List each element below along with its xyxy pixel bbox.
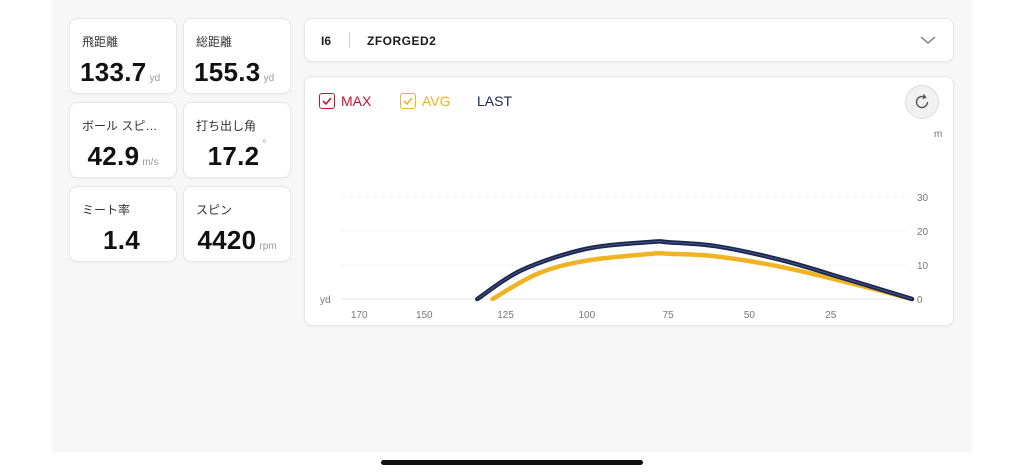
legend-label-max: MAX bbox=[341, 93, 372, 109]
stat-card-ball-speed: ボール スピ… 42.9 m/s bbox=[69, 102, 177, 178]
stat-value-row: 4420 rpm bbox=[184, 225, 290, 256]
x-tick-label: 125 bbox=[497, 310, 514, 321]
app-screen: 飛距離 133.7 yd 総距離 155.3 yd ボール スピ… 42.9 m/s … bbox=[52, 0, 972, 452]
stat-value: 1.4 bbox=[102, 225, 141, 255]
legend-last[interactable]: LAST bbox=[477, 93, 512, 109]
stat-card-launch-angle: 打ち出し角 17.2 ° bbox=[183, 102, 291, 178]
stat-card-smash-factor: ミート率 1.4 bbox=[69, 186, 177, 262]
home-indicator[interactable] bbox=[381, 460, 643, 465]
stat-unit: yd bbox=[263, 73, 275, 84]
stat-value: 133.7 bbox=[80, 57, 147, 87]
stat-label: 飛距離 bbox=[82, 35, 119, 49]
stat-value: 155.3 bbox=[194, 57, 261, 87]
stat-value: 4420 bbox=[197, 225, 257, 255]
y-tick-label: 0 bbox=[917, 295, 923, 306]
series-line-avg bbox=[490, 250, 915, 302]
checkbox-max[interactable] bbox=[319, 93, 335, 109]
stat-unit: rpm bbox=[259, 241, 277, 252]
stat-label: 打ち出し角 bbox=[196, 119, 257, 133]
y-axis-label: m bbox=[934, 129, 942, 140]
stat-card-spin: スピン 4420 rpm bbox=[183, 186, 291, 262]
x-tick-label: 150 bbox=[416, 310, 433, 321]
club-divider bbox=[349, 32, 350, 48]
y-tick-label: 30 bbox=[917, 193, 929, 204]
stat-value-row: 155.3 yd bbox=[184, 57, 290, 88]
checkbox-avg[interactable] bbox=[400, 93, 416, 109]
x-axis-label: yd bbox=[320, 295, 331, 306]
legend-avg[interactable]: AVG bbox=[400, 93, 451, 109]
chevron-down-icon bbox=[920, 36, 936, 44]
stat-unit: m/s bbox=[142, 157, 159, 168]
stat-card-carry: 飛距離 133.7 yd bbox=[69, 18, 177, 94]
trajectory-plot: 0 10 20 30 m yd 170 150 125 100 75 50 25 bbox=[320, 129, 942, 321]
refresh-button[interactable] bbox=[905, 85, 939, 119]
x-tick-label: 75 bbox=[663, 310, 675, 321]
series-line-max-highlight bbox=[476, 240, 913, 300]
stat-label: ボール スピ… bbox=[82, 119, 158, 133]
stat-card-total: 総距離 155.3 yd bbox=[183, 18, 291, 94]
club-number: I6 bbox=[321, 34, 332, 48]
stat-value: 17.2 bbox=[207, 141, 260, 171]
check-icon bbox=[322, 97, 332, 106]
check-icon bbox=[403, 97, 413, 106]
y-tick-label: 10 bbox=[917, 261, 929, 272]
x-tick-label: 100 bbox=[579, 310, 596, 321]
stat-label: スピン bbox=[196, 203, 233, 217]
stat-unit: ° bbox=[262, 139, 267, 150]
stat-value-row: 42.9 m/s bbox=[70, 141, 176, 172]
club-selector[interactable]: I6 ZFORGED2 bbox=[304, 18, 954, 62]
x-tick-label: 170 bbox=[351, 310, 368, 321]
club-name: ZFORGED2 bbox=[367, 34, 437, 48]
stat-value-row: 17.2 ° bbox=[184, 139, 290, 172]
refresh-icon bbox=[915, 94, 929, 109]
stat-unit: yd bbox=[149, 73, 161, 84]
stat-label: ミート率 bbox=[82, 203, 131, 217]
stat-label: 総距離 bbox=[196, 35, 233, 49]
x-tick-label: 25 bbox=[825, 310, 837, 321]
trajectory-chart-card: MAX AVG LAST 0 10 20 30 m yd 170 150 125 100 75 50 2… bbox=[304, 76, 954, 326]
y-tick-label: 20 bbox=[917, 227, 929, 238]
stat-value: 42.9 bbox=[87, 141, 140, 171]
x-tick-label: 50 bbox=[744, 310, 756, 321]
stat-value-row: 1.4 bbox=[70, 225, 176, 256]
legend-max[interactable]: MAX bbox=[319, 93, 371, 109]
legend-label-last: LAST bbox=[477, 93, 513, 109]
legend-label-avg: AVG bbox=[422, 93, 451, 109]
stat-value-row: 133.7 yd bbox=[70, 57, 176, 88]
